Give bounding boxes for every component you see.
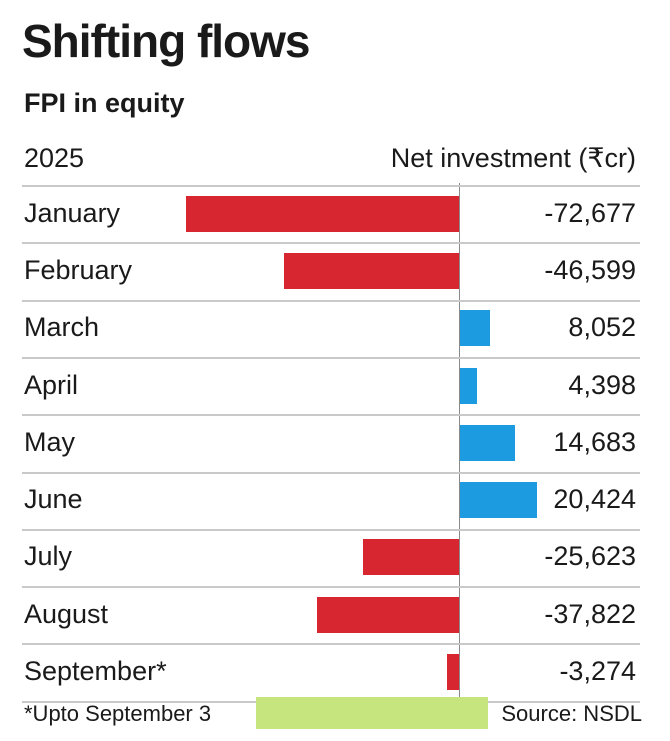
footnote: *Upto September 3 — [24, 701, 212, 726]
category-label: January — [24, 197, 121, 228]
net-investment-header: Net investment (₹cr) — [390, 143, 636, 173]
row-divider — [22, 299, 640, 302]
value-label: 14,683 — [553, 426, 636, 457]
row-divider — [22, 643, 640, 646]
value-label: -72,677 — [544, 197, 636, 228]
row-divider — [22, 528, 640, 531]
value-label: 8,052 — [568, 312, 636, 343]
category-label: June — [24, 484, 83, 515]
header-divider — [22, 185, 640, 187]
category-label: April — [24, 369, 79, 400]
year-header: 2025 — [24, 143, 85, 173]
category-label: May — [24, 426, 76, 457]
value-label: -46,599 — [544, 254, 636, 285]
source-label: Source: NSDL — [501, 701, 642, 726]
bar-positive — [460, 367, 477, 404]
value-label: -3,274 — [559, 656, 636, 687]
category-label: July — [24, 541, 73, 572]
highlight-strip — [256, 697, 488, 729]
bar-negative — [446, 654, 459, 691]
row-divider — [22, 471, 640, 474]
row-divider — [22, 242, 640, 245]
value-label: 20,424 — [553, 484, 636, 515]
bar-negative — [283, 252, 459, 289]
bar-positive — [460, 310, 491, 347]
bar-negative — [186, 195, 459, 232]
category-label: February — [24, 254, 133, 285]
row-divider — [22, 356, 640, 359]
row-divider — [22, 414, 640, 417]
category-label: August — [24, 598, 109, 629]
value-label: 4,398 — [568, 369, 636, 400]
zero-line — [459, 183, 460, 703]
chart-subtitle: FPI in equity — [24, 88, 185, 118]
category-label: September* — [24, 656, 167, 687]
row-divider — [22, 586, 640, 589]
bar-positive — [460, 424, 516, 461]
value-label: -37,822 — [544, 598, 636, 629]
bar-negative — [362, 539, 459, 576]
category-label: March — [24, 312, 100, 343]
chart-title: Shifting flows — [22, 15, 311, 67]
bar-negative — [316, 596, 459, 633]
bar-positive — [460, 482, 537, 519]
value-label: -25,623 — [544, 541, 636, 572]
